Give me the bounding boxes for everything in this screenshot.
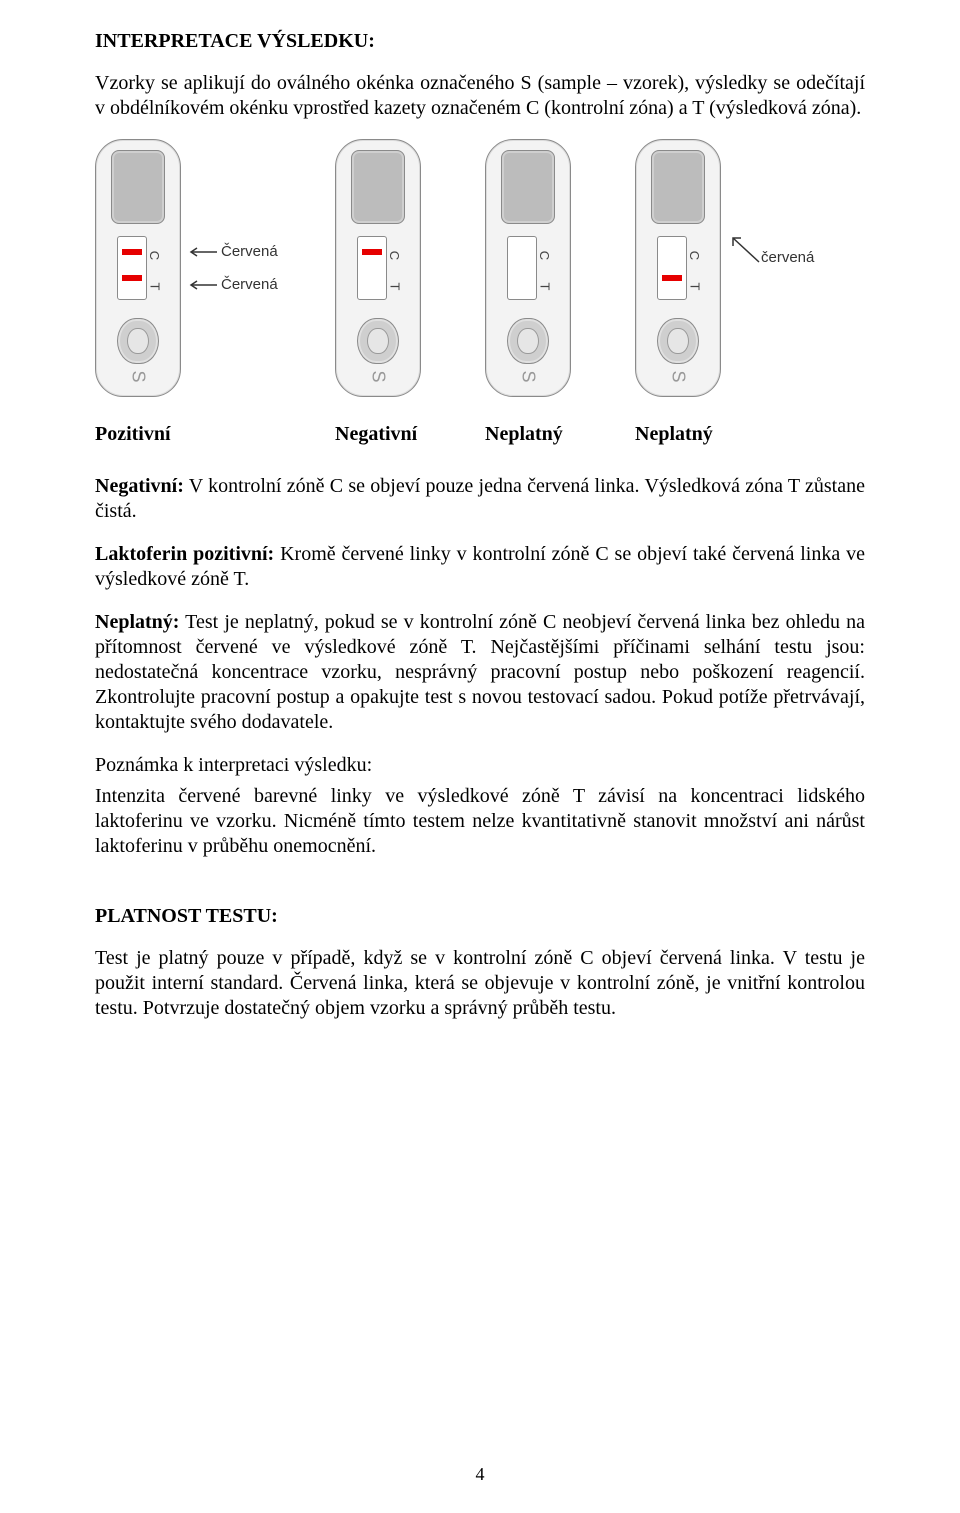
cassette-display-window: [351, 150, 405, 224]
definition-invalid-label: Neplatný:: [95, 611, 179, 633]
test-cassette: CTS: [95, 139, 181, 397]
arrow-label-text: Červená: [221, 243, 278, 260]
note-title: Poznámka k interpretaci výsledku:: [95, 753, 865, 778]
s-letter: S: [367, 370, 388, 382]
c-letter: C: [388, 251, 401, 260]
definition-invalid: Neplatný: Test je neplatný, pokud se v k…: [95, 610, 865, 735]
cassette-caption: Pozitivní: [95, 423, 335, 446]
arrow-label-text: Červená: [221, 276, 278, 293]
ct-result-window: [657, 236, 687, 300]
c-letter: C: [148, 251, 161, 260]
cassette-display-window: [111, 150, 165, 224]
arrow-label-text: červená: [761, 249, 814, 266]
page-number: 4: [0, 1464, 960, 1485]
cassette-display-window: [651, 150, 705, 224]
section-title-interpretation: INTERPRETACE VÝSLEDKU:: [95, 30, 865, 53]
s-letter: S: [127, 370, 148, 382]
cassette-caption: Negativní: [335, 423, 485, 446]
section-title-validity: PLATNOST TESTU:: [95, 905, 865, 928]
control-line: [122, 249, 142, 255]
control-line: [362, 249, 382, 255]
cassette-figure: CTSČervenáČervenáCTSCTSCTSčervená Poziti…: [95, 139, 865, 446]
cassette-caption: Neplatný: [485, 423, 635, 446]
cassette-group-1: CTS: [335, 139, 485, 397]
sample-well: [117, 318, 159, 364]
c-letter: C: [688, 251, 701, 260]
test-cassette: CTS: [485, 139, 571, 397]
s-letter: S: [517, 370, 538, 382]
definition-negative: Negativní: V kontrolní zóně C se objeví …: [95, 474, 865, 524]
arrow-label-item: Červená: [185, 276, 278, 293]
t-letter: T: [148, 283, 161, 291]
ct-labels: CT: [390, 243, 399, 293]
t-letter: T: [538, 283, 551, 291]
cassette-group-2: CTS: [485, 139, 635, 397]
cassette-display-window: [501, 150, 555, 224]
sample-well: [507, 318, 549, 364]
definition-invalid-text: Test je neplatný, pokud se v kontrolní z…: [95, 611, 865, 733]
cassette-group-0: CTSČervenáČervená: [95, 139, 335, 397]
intro-paragraph: Vzorky se aplikují do oválného okénka oz…: [95, 71, 865, 121]
c-letter: C: [538, 251, 551, 260]
ct-result-window: [117, 236, 147, 300]
note-text: Intenzita červené barevné linky ve výsle…: [95, 784, 865, 859]
s-letter: S: [667, 370, 688, 382]
arrow-label-item: Červená: [185, 243, 278, 260]
sample-well: [657, 318, 699, 364]
definition-positive-label: Laktoferin pozitivní:: [95, 543, 274, 565]
test-line: [122, 275, 142, 281]
ct-labels: CT: [690, 243, 699, 293]
definition-negative-text: V kontrolní zóně C se objeví pouze jedna…: [95, 475, 865, 522]
definition-negative-label: Negativní:: [95, 475, 184, 497]
validity-paragraph: Test je platný pouze v případě, když se …: [95, 946, 865, 1021]
cassette-caption: Neplatný: [635, 423, 835, 446]
arrow-labels: Červená Červená: [185, 243, 278, 293]
ct-result-window: [507, 236, 537, 300]
test-cassette: CTS: [335, 139, 421, 397]
definition-positive: Laktoferin pozitivní: Kromě červené link…: [95, 542, 865, 592]
test-line: [662, 275, 682, 281]
t-letter: T: [688, 283, 701, 291]
cassette-group-3: CTSčervená: [635, 139, 835, 397]
test-cassette: CTS: [635, 139, 721, 397]
ct-labels: CT: [540, 243, 549, 293]
ct-labels: CT: [150, 243, 159, 293]
ct-result-window: [357, 236, 387, 300]
t-letter: T: [388, 283, 401, 291]
arrow-labels: červená: [725, 230, 814, 306]
sample-well: [357, 318, 399, 364]
